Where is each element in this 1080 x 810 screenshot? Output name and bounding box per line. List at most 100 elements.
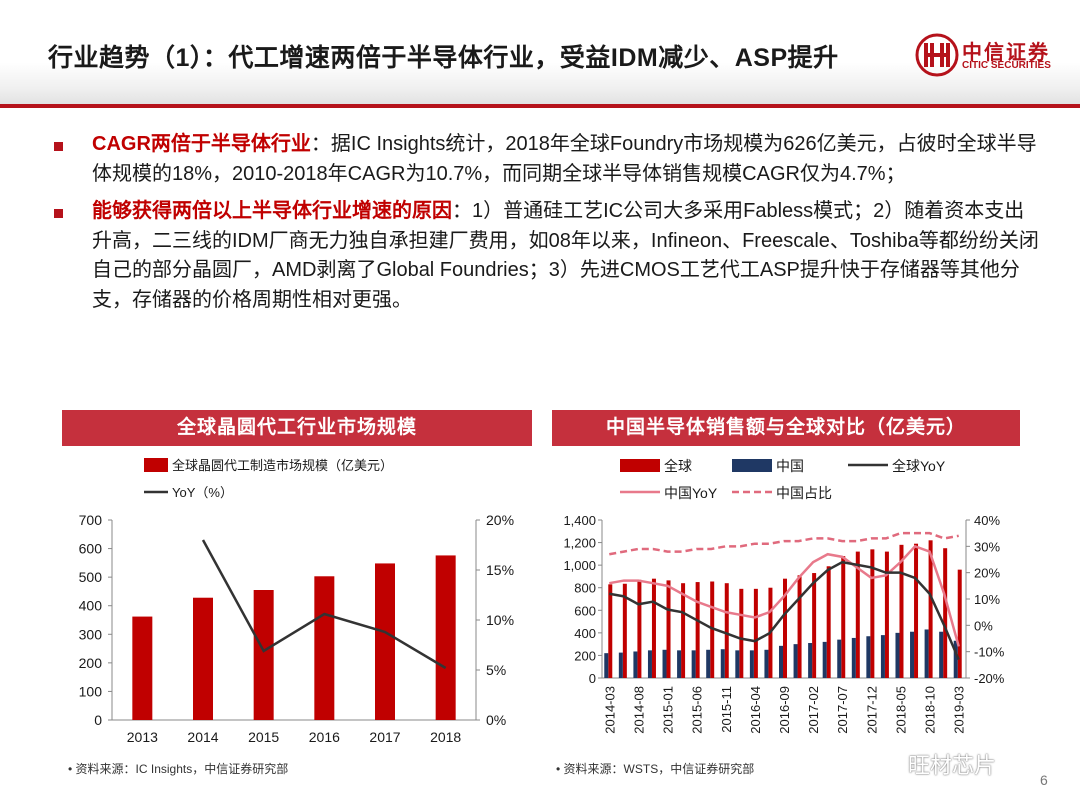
x-tick-label: 2018-05	[893, 686, 908, 734]
bullet-square-icon	[54, 142, 63, 151]
x-tick-label: 2016-04	[748, 686, 763, 734]
bar-china	[618, 652, 623, 678]
bar-global	[797, 575, 802, 678]
bar-china	[837, 639, 842, 678]
x-tick-label: 2016	[309, 729, 340, 745]
bar-china	[851, 637, 856, 678]
bar	[193, 597, 213, 720]
bullet-item: CAGR两倍于半导体行业：据IC Insights统计，2018年全球Found…	[50, 130, 1040, 189]
bar-china	[866, 636, 871, 678]
legend-swatch-china	[732, 459, 772, 472]
logo-name-cn: 中信证券	[962, 42, 1050, 64]
x-tick-label: 2017-02	[806, 686, 821, 734]
bar-global	[841, 556, 846, 678]
x-tick-label: 2015-01	[661, 686, 676, 734]
bullet-square-icon	[54, 209, 63, 218]
x-tick-label: 2015-11	[719, 686, 734, 733]
series-line-global-yoy	[609, 560, 960, 661]
slide-header: 行业趋势（1）：代工增速两倍于半导体行业，受益IDM减少、ASP提升 中信证券 …	[0, 0, 1080, 104]
x-tick-label: 2017-12	[864, 686, 879, 734]
bar-global	[608, 584, 613, 678]
bar-china	[808, 643, 813, 678]
logo-name-en: CITIC SECURITIES	[962, 60, 1051, 71]
bar-global	[783, 578, 787, 678]
bar-china	[691, 650, 696, 678]
bar-global	[884, 551, 889, 678]
bar-global	[651, 578, 656, 678]
bar-global	[870, 549, 875, 678]
x-tick-label: 2014-08	[631, 686, 646, 734]
bar-global	[622, 583, 627, 678]
x-tick-label: 2013	[127, 729, 158, 745]
y-tick-label-right: -10%	[974, 645, 1005, 660]
bar-global	[637, 579, 642, 678]
header-divider	[0, 104, 1080, 108]
y-tick-label-left: 400	[574, 626, 596, 641]
bar-china	[720, 649, 725, 678]
y-tick-label-left: 1,200	[563, 536, 596, 551]
y-tick-label-left: 0	[589, 671, 596, 686]
bar-global	[914, 543, 919, 678]
y-tick-label-right: 0%	[974, 618, 993, 633]
bar-global	[666, 580, 671, 678]
y-tick-label-left: 200	[79, 655, 103, 671]
bar	[253, 590, 274, 720]
china-vs-global-chart: 全球 中国 全球YoY 中国YoY 中国占比 0 200 400 600 800 1,000 1,20…	[563, 458, 1005, 734]
x-tick-label: 2017-07	[835, 686, 850, 734]
legend-label-china-yoy: 中国YoY	[664, 485, 718, 501]
y-tick-label-left: 200	[574, 648, 596, 663]
bar-china	[706, 649, 711, 678]
y-tick-label-left: 700	[79, 512, 103, 528]
x-tick-label: 2018-10	[923, 686, 938, 734]
x-tick-label: 2017	[369, 729, 400, 745]
bar-china	[779, 645, 783, 678]
bar-global	[681, 583, 686, 678]
legend-label-bar: 全球晶圆代工制造市场规模（亿美元）	[172, 458, 393, 473]
x-tick-label: 2014	[187, 729, 218, 745]
bar-global	[826, 566, 831, 678]
bar-china	[939, 631, 944, 678]
bar-global	[753, 588, 758, 678]
chart2-title: 中国半导体销售额与全球对比（亿美元）	[552, 410, 1020, 446]
bullet-heading: 能够获得两倍以上半导体行业增速的原因	[92, 200, 452, 222]
y-tick-label-left: 300	[79, 626, 103, 642]
series-line-china-share	[609, 531, 959, 556]
y-tick-label-right: 15%	[486, 562, 514, 578]
series-line-yoy	[201, 539, 447, 670]
y-tick-label-right: 10%	[486, 612, 514, 628]
bullet-list: CAGR两倍于半导体行业：据IC Insights统计，2018年全球Found…	[50, 130, 1040, 323]
bar-china	[633, 651, 638, 678]
y-tick-label-left: 400	[79, 598, 103, 614]
y-tick-label-left: 0	[94, 712, 102, 728]
legend-swatch-bar	[144, 458, 168, 472]
x-tick-label: 2014-03	[602, 686, 617, 734]
legend-label-global: 全球	[664, 458, 692, 474]
bar-global	[899, 544, 904, 678]
bar-global	[695, 582, 700, 678]
legend-label-line: YoY（%）	[172, 485, 233, 500]
bar-china	[677, 650, 682, 678]
citic-logo: 中信证券 CITIC SECURITIES	[914, 32, 1064, 80]
chart2-source: • 资料来源：WSTS，中信证券研究部	[556, 762, 755, 776]
bar-china	[604, 653, 609, 678]
y-tick-label-left: 600	[79, 541, 103, 557]
x-tick-label: 2019-03	[952, 686, 967, 734]
y-tick-label-right: 30%	[974, 539, 1000, 554]
chart1-title: 全球晶圆代工行业市场规模	[62, 410, 532, 446]
y-tick-label-left: 100	[79, 683, 103, 699]
y-tick-label-right: 0%	[486, 712, 506, 728]
chart1-source: • 资料来源：IC Insights，中信证券研究部	[68, 762, 289, 776]
bar	[375, 563, 395, 720]
series-line-china-yoy	[609, 544, 960, 647]
bar-china	[910, 631, 915, 678]
bar-china	[880, 635, 885, 678]
bar-china	[764, 649, 769, 678]
bar-global	[812, 573, 817, 678]
bar	[435, 555, 456, 720]
bar-global	[928, 540, 933, 678]
bar-global	[739, 588, 744, 678]
y-tick-label-left: 600	[574, 603, 596, 618]
y-tick-label-left: 800	[574, 581, 596, 596]
legend-swatch-global	[620, 459, 660, 472]
legend-label-china: 中国	[776, 458, 804, 474]
